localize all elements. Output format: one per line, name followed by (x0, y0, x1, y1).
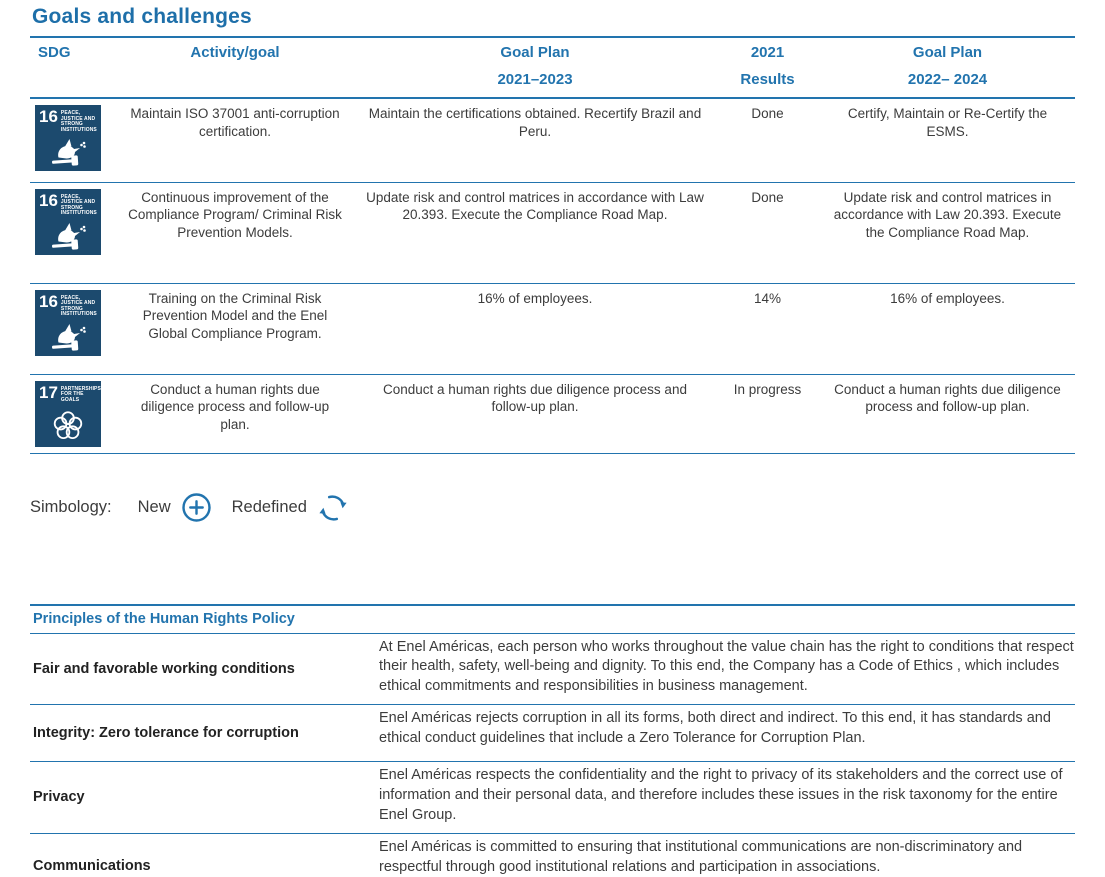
activity-cell: Conduct a human rights due diligence pro… (115, 374, 355, 454)
table-row: Integrity: Zero tolerance for corruption… (30, 704, 1076, 763)
interlocking-circles-icon (35, 403, 101, 447)
goal-plan-2022-2024-cell: Certify, Maintain or Re-Certify the ESMS… (820, 98, 1075, 183)
sdg-cell: 16 Peace, justice and strong institution… (30, 283, 115, 375)
legend-item-redefined: Redefined (232, 492, 349, 524)
principle-name: Privacy (30, 761, 375, 834)
sdg-17-icon: 17 Partnerships for the goals (35, 380, 101, 447)
legend-item-label: Redefined (231, 498, 307, 516)
column-header-2021-results: 2021 Results (715, 37, 820, 99)
dove-gavel-icon (35, 217, 101, 255)
sdg-16-icon: 16 Peace, justice and strong institution… (35, 188, 101, 255)
column-header-text: SDG (38, 44, 71, 61)
column-header-activity: Activity/goal (115, 37, 355, 99)
column-header-text: Results (740, 71, 795, 88)
column-header-goal-plan-2021-2023: Goal Plan 2021–2023 (355, 37, 715, 99)
sdg-label: Peace, justice and strong institutions (60, 193, 97, 216)
sdg-16-icon: 16 Peace, justice and strong institution… (35, 105, 101, 171)
goals-table: SDG Activity/goal Goal Plan 2021–2023 20… (30, 36, 1075, 454)
legend-item-new: New (138, 492, 212, 523)
legend-item-label: New (137, 498, 171, 516)
principles-table-title-row: Principles of the Human Rights Policy (30, 604, 1076, 634)
goal-plan-2022-2024-cell: Update risk and control matrices in acco… (820, 182, 1075, 284)
sdg-cell: 16 Peace, justice and strong institution… (30, 182, 115, 284)
column-header-text: Goal Plan (500, 44, 570, 61)
principle-name: Integrity: Zero tolerance for corruption (30, 704, 375, 763)
sdg-label: Peace, justice and strong institutions (60, 110, 97, 133)
column-header-text: 2022– 2024 (907, 71, 988, 88)
results-2021-cell: 14% (715, 283, 820, 375)
sdg-label: Partnerships for the goals (60, 385, 101, 403)
column-header-goal-plan-2022-2024: Goal Plan 2022– 2024 (820, 37, 1075, 99)
principle-description: Enel Américas rejects corruption in all … (375, 704, 1076, 763)
table-row: Fair and favorable working conditions At… (30, 633, 1076, 706)
sdg-cell: 17 Partnerships for the goals (30, 374, 115, 454)
sdg-cell: 16 Peace, justice and strong institution… (30, 98, 115, 183)
refresh-icon (317, 492, 349, 524)
principle-name: Fair and favorable working conditions (30, 633, 375, 706)
goals-table-header-row: SDG Activity/goal Goal Plan 2021–2023 20… (30, 37, 1075, 99)
symbology-legend: Simbology: New Redefined (30, 492, 1075, 524)
sdg-label: Peace, justice and strong institutions (60, 294, 97, 317)
results-2021-cell: Done (715, 98, 820, 183)
table-row: Privacy Enel Américas respects the confi… (30, 761, 1076, 834)
goal-plan-2022-2024-cell: Conduct a human rights due diligence pro… (820, 374, 1075, 454)
table-row: Communications Enel Américas is committe… (30, 833, 1076, 877)
table-row: 17 Partnerships for the goals (30, 374, 1075, 454)
principles-table: Principles of the Human Rights Policy Fa… (30, 603, 1076, 877)
goal-plan-2021-2023-cell: 16% of employees. (355, 283, 715, 375)
sdg-number: 17 (39, 382, 58, 402)
principles-table-title: Principles of the Human Rights Policy (30, 604, 1076, 634)
column-header-text: Activity/goal (190, 44, 280, 61)
dove-gavel-icon (35, 133, 101, 171)
sdg-16-icon: 16 Peace, justice and strong institution… (35, 289, 101, 356)
principle-description: At Enel Américas, each person who works … (375, 633, 1076, 706)
activity-cell: Training on the Criminal Risk Prevention… (115, 283, 355, 375)
goal-plan-2021-2023-cell: Maintain the certifications obtained. Re… (355, 98, 715, 183)
principle-description: Enel Américas respects the confidentiali… (375, 761, 1076, 834)
dove-gavel-icon (35, 318, 101, 356)
activity-cell: Continuous improvement of the Compliance… (115, 182, 355, 284)
column-header-text: 2021–2023 (497, 71, 573, 88)
sdg-number: 16 (39, 291, 58, 311)
plus-circle-icon (181, 492, 212, 523)
goal-plan-2022-2024-cell: 16% of employees. (820, 283, 1075, 375)
results-2021-cell: Done (715, 182, 820, 284)
symbology-label: Simbology: (30, 498, 112, 516)
principle-description: Enel Américas is committed to ensuring t… (375, 833, 1076, 877)
column-header-text: 2021 (750, 44, 785, 61)
sdg-number: 16 (39, 190, 58, 210)
principle-name: Communications (30, 833, 375, 877)
goal-plan-2021-2023-cell: Conduct a human rights due diligence pro… (355, 374, 715, 454)
column-header-text: Goal Plan (912, 44, 983, 61)
page-title: Goals and challenges (32, 5, 252, 28)
sdg-number: 16 (39, 107, 58, 126)
table-row: 16 Peace, justice and strong institution… (30, 182, 1075, 284)
table-row: 16 Peace, justice and strong institution… (30, 283, 1075, 375)
table-row: 16 Peace, justice and strong institution… (30, 98, 1075, 183)
goal-plan-2021-2023-cell: Update risk and control matrices in acco… (355, 182, 715, 284)
results-2021-cell: In progress (715, 374, 820, 454)
activity-cell: Maintain ISO 37001 anti-corruption certi… (115, 98, 355, 183)
column-header-sdg: SDG (30, 37, 115, 99)
